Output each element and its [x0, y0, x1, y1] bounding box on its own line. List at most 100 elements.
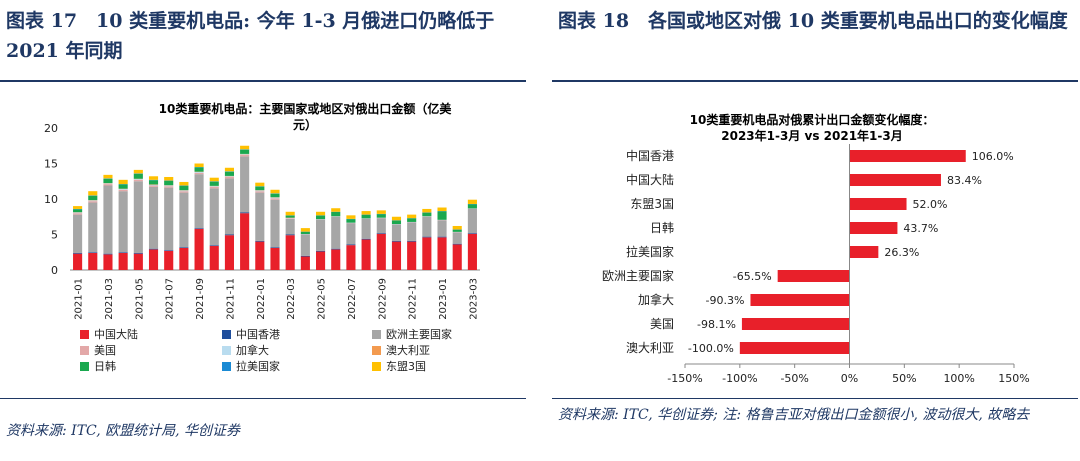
figure-18-title: 图表 18 各国或地区对俄 10 类重要机电品出口的变化幅度 [558, 10, 1068, 32]
category-label: 加拿大 [638, 292, 674, 307]
bar-segment [346, 223, 356, 245]
bar-segment [118, 189, 128, 190]
bar-segment [407, 240, 417, 242]
bar-segment [118, 179, 128, 185]
bar-segment [209, 186, 219, 187]
bar-segment [316, 219, 326, 251]
data-label: 83.4% [947, 174, 982, 187]
bar [777, 270, 850, 282]
bottom-rule [552, 398, 1078, 399]
bar-segment [148, 185, 159, 187]
bar-segment [361, 239, 371, 270]
x-tick-label: 2021-09 [195, 278, 206, 320]
bar-segment [179, 192, 189, 248]
bar-segment [209, 177, 219, 182]
x-tick-label: -100% [722, 372, 757, 385]
bar-segment [452, 244, 462, 270]
bar-segment [133, 169, 143, 174]
bar-segment [391, 240, 402, 242]
bar-segment [270, 193, 280, 198]
bar [741, 318, 850, 330]
legend-label: 日韩 [94, 359, 116, 373]
bar-segment [407, 222, 417, 241]
bar-segment [179, 181, 189, 186]
category-label: 东盟3国 [630, 197, 674, 211]
y-tick-label: 0 [51, 264, 58, 277]
category-label: 中国香港 [626, 148, 674, 163]
legend-swatch [372, 362, 381, 371]
bar-segment [240, 213, 250, 270]
bar-segment [148, 186, 159, 249]
bar-segment [255, 241, 265, 270]
right-source-note: 资料来源: ITC, 华创证券; 注: 格鲁吉亚对俄出口金额很小, 波动很大, … [558, 407, 1030, 423]
horizontal-bar-chart: 10类重要机电品对俄累计出口金额变化幅度：2023年1-3月 vs 2021年1… [602, 112, 1030, 385]
chart-title-line-1: 10类重要机电品对俄累计出口金额变化幅度： [690, 112, 935, 127]
bar-segment [88, 191, 98, 196]
bar-segment [133, 181, 143, 253]
x-tick-label: 0% [841, 372, 858, 385]
bar-segment [164, 187, 174, 251]
y-tick-label: 10 [44, 193, 58, 206]
bar-segment [133, 253, 143, 270]
bar-segment [88, 252, 98, 253]
x-tick-label: -150% [667, 372, 702, 385]
bar-segment [437, 207, 447, 212]
y-tick-label: 5 [51, 229, 58, 242]
x-tick-label: 2022-01 [256, 278, 267, 320]
bar-segment [224, 235, 234, 270]
x-tick-label: 2022-11 [408, 278, 419, 320]
bar-segment [270, 247, 280, 248]
bar-segment [148, 249, 159, 270]
category-label: 澳大利亚 [626, 341, 674, 355]
bar-segment [331, 208, 341, 212]
legend-swatch [80, 346, 89, 355]
bar-segment [422, 208, 432, 213]
y-tick-label: 20 [44, 122, 58, 135]
bar-segment [240, 145, 250, 150]
category-label: 欧洲主要国家 [602, 268, 674, 283]
bar-segment [391, 224, 402, 241]
legend-swatch [372, 346, 381, 355]
bar-segment [179, 247, 189, 248]
bar-segment [331, 211, 341, 217]
bar-segment [164, 186, 174, 188]
bar-segment [224, 178, 234, 235]
bar-segment [316, 251, 326, 270]
bar-segment [285, 235, 295, 270]
x-tick-label: 2022-05 [317, 278, 328, 320]
bar-segment [452, 225, 462, 230]
bar-segment [285, 218, 295, 219]
bar-segment [255, 190, 265, 192]
bar-segment [179, 247, 189, 270]
bar [849, 246, 879, 258]
bar-segment [209, 181, 219, 186]
bar-segment [118, 191, 128, 253]
bar-segment [376, 233, 386, 234]
bar-segment [103, 178, 113, 184]
bar-segment [133, 179, 143, 182]
chart-title-line-2: 元） [293, 117, 317, 132]
bar-segment [407, 214, 417, 219]
bar-segment [179, 190, 189, 192]
data-label: 52.0% [913, 198, 948, 211]
legend-swatch [222, 362, 231, 371]
bar-segment [422, 237, 432, 270]
bar-segment [467, 199, 477, 204]
bar-segment [467, 208, 477, 234]
bar-segment [194, 172, 204, 173]
bar-segment [73, 206, 83, 209]
category-label: 拉美国家 [626, 244, 674, 259]
bar-segment [391, 216, 402, 221]
bar-segment [300, 231, 310, 235]
legend-swatch [80, 362, 89, 371]
data-label: -90.3% [706, 294, 745, 307]
bar-segment [133, 173, 143, 179]
bar-segment [240, 154, 250, 155]
bar-segment [300, 228, 310, 232]
bar-segment [255, 191, 265, 193]
x-tick-label: 100% [943, 372, 974, 385]
x-tick-label: 2021-07 [165, 278, 176, 320]
bar-segment [346, 245, 356, 270]
bar-segment [255, 182, 265, 187]
bar-segment [88, 252, 98, 270]
